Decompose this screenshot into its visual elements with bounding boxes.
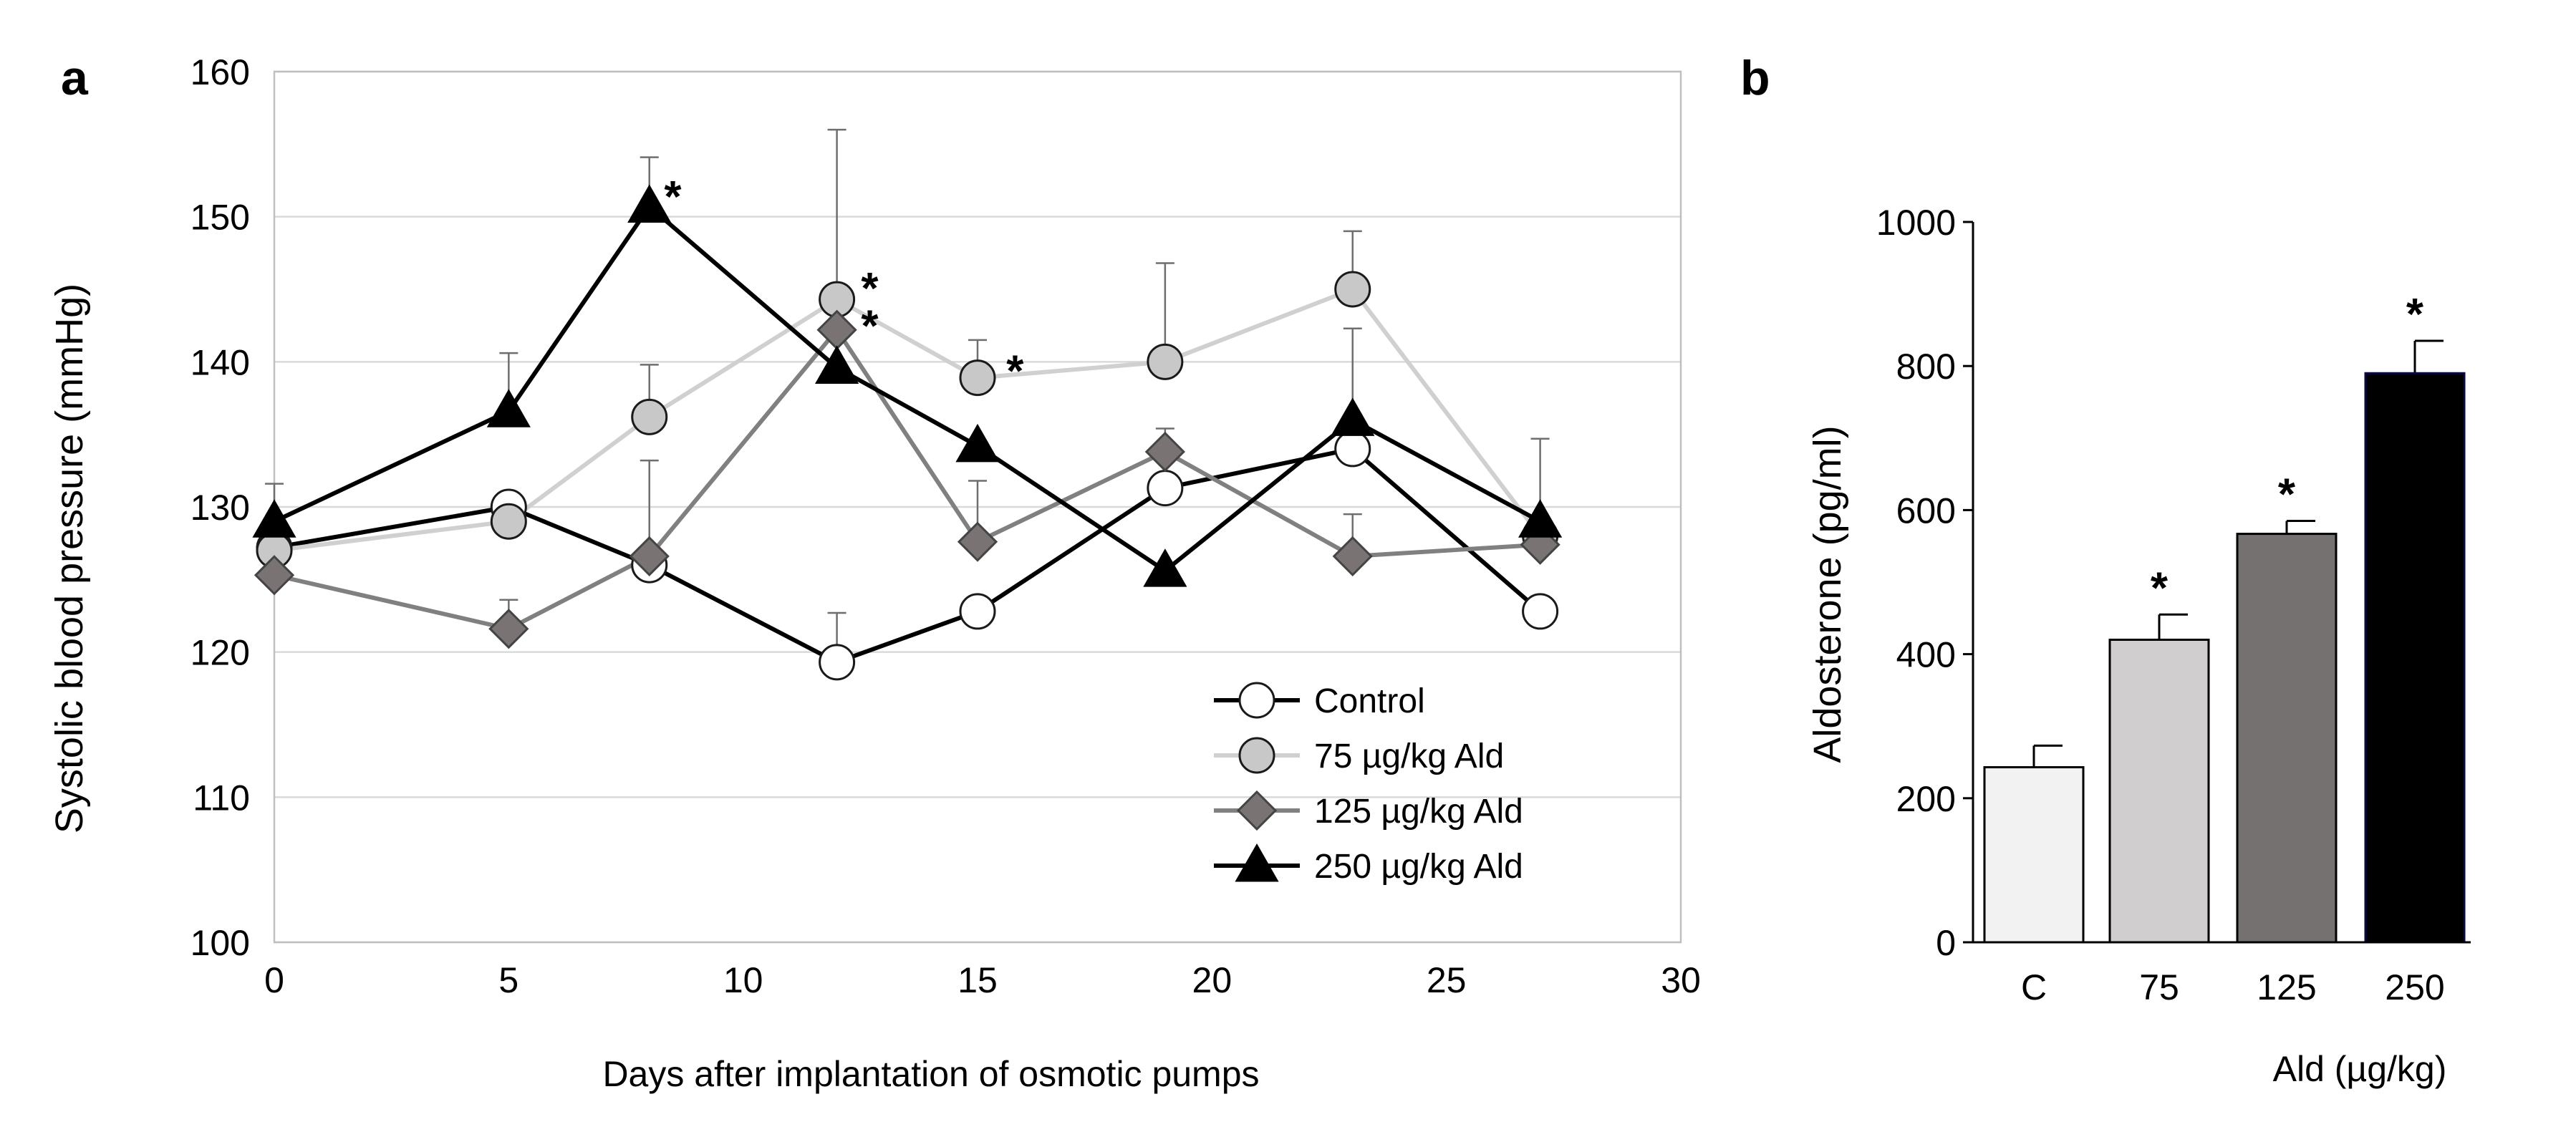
- marker-250-ug-kg-ald: [627, 184, 672, 223]
- y-tick-label: 120: [190, 633, 250, 673]
- marker-125-ug-kg-ald: [957, 521, 998, 562]
- series-line-control: [274, 446, 1542, 664]
- marker-250-ug-kg-ald: [1143, 548, 1187, 587]
- marker-250-ug-kg-ald: [1331, 397, 1375, 436]
- panel-a-y-axis-label: Systolic blood pressure (mmHg): [48, 284, 91, 833]
- y-tick-label: 140: [190, 342, 250, 382]
- bar-75: [2108, 638, 2210, 944]
- marker-75-ug-kg-ald: [959, 359, 996, 397]
- marker-125-ug-kg-ald: [629, 536, 670, 577]
- legend-marker-75-ug-kg-ald: [1238, 737, 1275, 774]
- significance-star: *: [2151, 564, 2169, 613]
- panel-b-y-tick-labels: 0 200 400 600 800 1000: [1876, 203, 1956, 963]
- panel-a: a 100 110 120 130 140 150 160 0 5 10 15 20 25 30 Sys…: [48, 51, 1701, 1094]
- bar-250: [2364, 372, 2466, 944]
- panel-b-x-axis-label: Ald (µg/kg): [2273, 1049, 2447, 1089]
- panel-b-axes: [1963, 221, 2471, 944]
- panel-b-significance-marks: * * *: [2151, 290, 2424, 613]
- marker-250-ug-kg-ald: [955, 423, 1000, 463]
- x-tick-label: 125: [2257, 967, 2316, 1007]
- marker-control: [1522, 593, 1559, 630]
- y-tick-label: 150: [190, 198, 250, 238]
- marker-control: [959, 593, 996, 630]
- legend-entry-control: Control: [1214, 682, 1425, 720]
- panel-a-legend: Control 75 µg/kg Ald 125 µg/kg Ald 250 µg/k…: [1214, 682, 1523, 886]
- panel-b-y-axis-label: Aldosterone (pg/ml): [1806, 425, 1849, 763]
- significance-star: *: [2406, 290, 2424, 339]
- y-tick-label: 800: [1896, 347, 1956, 387]
- x-tick-label: 25: [1427, 960, 1467, 1000]
- legend-marker-control: [1238, 682, 1275, 719]
- bar-125: [2236, 533, 2338, 944]
- significance-star: *: [664, 173, 682, 222]
- marker-250-ug-kg-ald: [252, 499, 296, 538]
- marker-75-ug-kg-ald: [631, 398, 668, 435]
- y-tick-label: 1000: [1876, 203, 1956, 243]
- y-tick-label: 100: [190, 923, 250, 963]
- panel-b-bars: [1983, 372, 2466, 944]
- x-tick-label: 250: [2385, 967, 2444, 1007]
- panel-a-label: a: [61, 51, 89, 105]
- marker-250-ug-kg-ald: [486, 389, 531, 427]
- marker-control: [1147, 470, 1184, 507]
- series-line-250-ug-kg-ald: [273, 204, 1542, 574]
- significance-star: *: [861, 302, 879, 352]
- legend-label-control: Control: [1314, 682, 1425, 720]
- marker-75-ug-kg-ald: [490, 503, 527, 540]
- marker-125-ug-kg-ald: [1332, 536, 1373, 577]
- panel-a-markers: [252, 184, 1563, 681]
- panel-a-y-tick-labels: 100 110 120 130 140 150 160: [190, 52, 250, 963]
- marker-250-ug-kg-ald: [1518, 499, 1563, 538]
- y-tick-label: 160: [190, 52, 250, 92]
- legend-label-125-ug-kg-ald: 125 µg/kg Ald: [1314, 793, 1523, 831]
- y-tick-label: 400: [1896, 635, 1956, 675]
- panel-a-x-axis-label: Days after implantation of osmotic pumps: [602, 1054, 1259, 1094]
- marker-control: [819, 644, 856, 681]
- y-tick-label: 600: [1896, 490, 1956, 531]
- x-tick-label: 5: [498, 960, 518, 1000]
- legend-entry-125-ug-kg-ald: 125 µg/kg Ald: [1214, 790, 1523, 831]
- legend-label-250-ug-kg-ald: 250 µg/kg Ald: [1314, 848, 1523, 886]
- significance-star: *: [861, 264, 879, 314]
- y-tick-label: 110: [193, 778, 250, 818]
- y-tick-label: 130: [190, 488, 250, 528]
- x-tick-label: 30: [1661, 960, 1701, 1000]
- panel-b-error-bars: [2032, 339, 2444, 768]
- x-tick-label: 75: [2139, 967, 2179, 1007]
- significance-star: *: [2278, 470, 2296, 519]
- y-tick-label: 0: [1936, 923, 1956, 963]
- marker-125-ug-kg-ald: [1144, 431, 1185, 473]
- y-tick-label: 200: [1896, 779, 1956, 819]
- marker-75-ug-kg-ald: [1147, 343, 1184, 380]
- x-tick-label: 0: [264, 960, 284, 1000]
- marker-125-ug-kg-ald: [254, 555, 295, 596]
- x-tick-label: 10: [723, 960, 763, 1000]
- panel-a-x-tick-labels: 0 5 10 15 20 25 30: [264, 960, 1701, 1000]
- series-line-125-ug-kg-ald: [274, 327, 1540, 632]
- marker-250-ug-kg-ald: [815, 345, 859, 384]
- legend-marker-125-ug-kg-ald: [1236, 790, 1278, 831]
- panel-b-x-tick-labels: C 75 125 250: [2021, 967, 2445, 1007]
- x-tick-label: C: [2021, 967, 2047, 1007]
- bar-c: [1983, 766, 2085, 944]
- x-tick-label: 20: [1192, 960, 1232, 1000]
- significance-star: *: [1006, 347, 1024, 396]
- panel-a-significance-marks: ****: [664, 173, 1024, 396]
- legend-label-75-ug-kg-ald: 75 µg/kg Ald: [1314, 737, 1504, 775]
- panel-a-series-lines: [273, 204, 1542, 664]
- marker-control: [1334, 430, 1371, 468]
- marker-125-ug-kg-ald: [488, 609, 529, 649]
- legend-entry-75-ug-kg-ald: 75 µg/kg Ald: [1214, 737, 1504, 775]
- panel-b-label: b: [1740, 51, 1770, 105]
- legend-marker-250-ug-kg-ald: [1235, 843, 1279, 882]
- legend-entry-250-ug-kg-ald: 250 µg/kg Ald: [1214, 843, 1523, 886]
- x-tick-label: 15: [957, 960, 998, 1000]
- series-line-75-ug-kg-ald: [274, 287, 1542, 553]
- marker-75-ug-kg-ald: [1334, 271, 1371, 308]
- panel-b: b 0 200 400 600 800 1000 C 75 125 250 * * * Aldost…: [1740, 51, 2471, 1089]
